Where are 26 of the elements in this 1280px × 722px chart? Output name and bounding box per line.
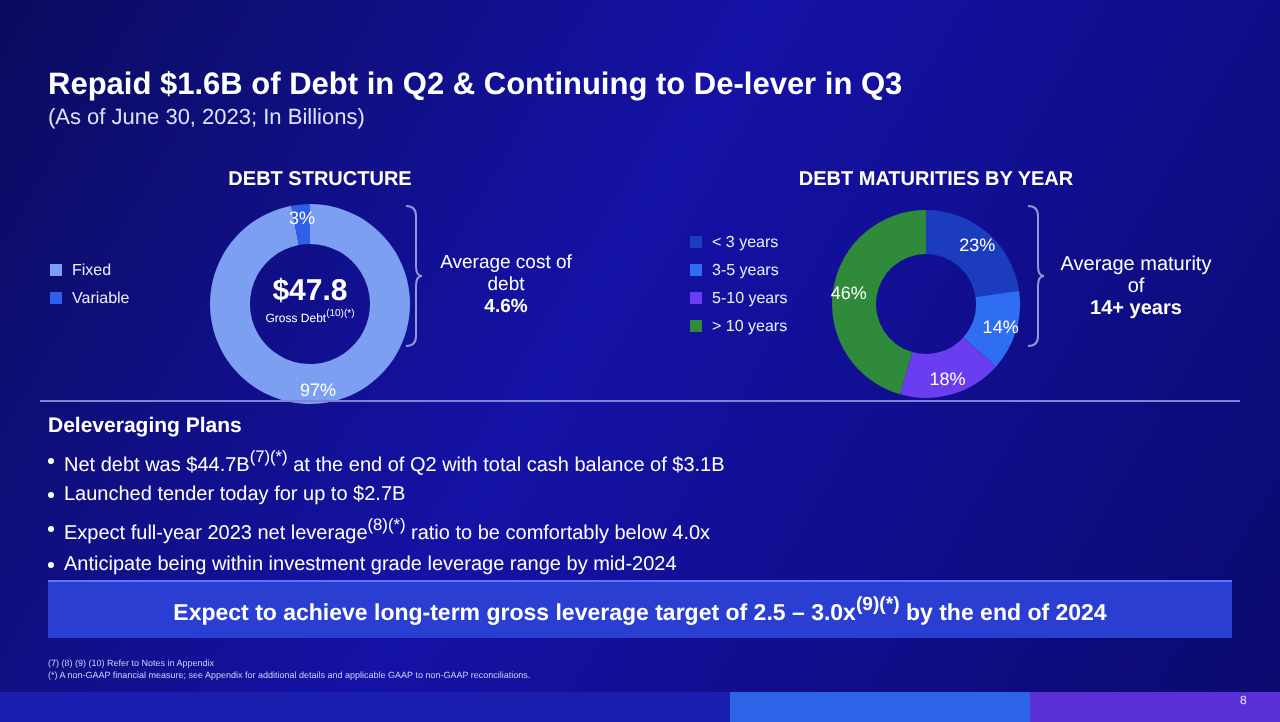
legend-label: Fixed — [72, 261, 112, 279]
text: Net debt was $44.7B$^{(7)(*)}$ at the end of Q2 with total cash balance of $3.1B — [64, 444, 725, 481]
text: 14+ years — [1088, 298, 1184, 320]
text: Expect full-year 2023 net leverage$^{(8)(*)}$ ratio to be comfortably below 4.0x — [64, 512, 711, 550]
chart-title: DEBT MATURITIES BY YEAR — [798, 169, 1075, 191]
data-label: 3% — [288, 208, 315, 229]
text: Average maturity of — [1058, 254, 1214, 298]
legend-label: > 10 years — [712, 317, 788, 335]
data-label: 18% — [929, 368, 966, 389]
data-label: 97% — [300, 379, 337, 400]
text: Anticipate being within investment grade leverage range by mid-2024 — [64, 551, 677, 580]
text: $47.8 — [270, 274, 350, 308]
data-label: 23% — [959, 235, 996, 256]
text: 4.6% — [482, 296, 530, 318]
text: (As of June 30, 2023; In Billions) — [48, 106, 367, 130]
data-label: 14% — [982, 316, 1019, 337]
legend-label: 5-10 years — [712, 289, 788, 307]
text: Repaid $1.6B of Debt in Q2 & Continuing to De-lever in Q3 — [48, 68, 903, 104]
text: Average cost of debt — [438, 252, 574, 296]
legend-label: 3-5 years — [712, 261, 779, 279]
legend-label: Variable — [72, 289, 131, 307]
text: Expect to achieve long-term gross leverage target of 2.5 – 3.0x$^{(9)(*)}$ by the end of 2024 — [173, 594, 1107, 626]
text: Deleveraging Plans — [48, 414, 242, 438]
text: Launched tender today for up to $2.7B — [64, 482, 406, 511]
legend-label: < 3 years — [712, 233, 779, 251]
chart-title: DEBT STRUCTURE — [228, 169, 413, 191]
